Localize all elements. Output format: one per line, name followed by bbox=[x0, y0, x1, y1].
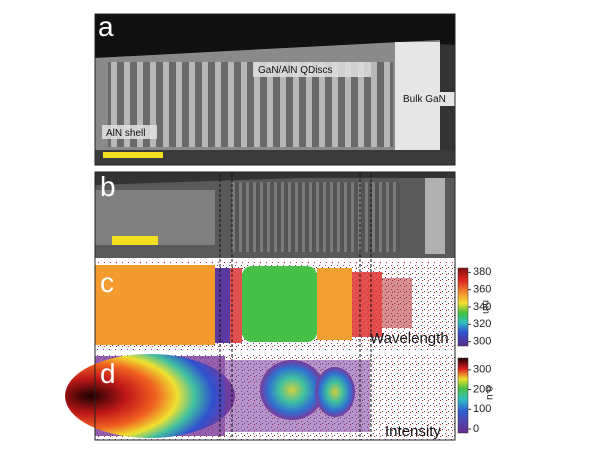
panel-a: a GaN/AlN QDiscs Bulk GaN AlN shell bbox=[95, 11, 455, 165]
panel-d: d Intensity a.u bbox=[65, 353, 495, 440]
map-title: Wavelength bbox=[370, 330, 449, 347]
annotation: GaN/AlN QDiscs bbox=[258, 65, 332, 76]
colorbar-tick-label: 200 bbox=[473, 383, 491, 395]
panel-label: c bbox=[100, 267, 114, 298]
panel-label: d bbox=[100, 358, 116, 389]
colorbar-unit: a.u bbox=[484, 386, 495, 400]
map-title: Intensity bbox=[385, 423, 441, 440]
colorbar bbox=[457, 357, 469, 434]
colorbar-tick-label: 300 bbox=[473, 364, 491, 376]
panel-label: a bbox=[98, 11, 114, 42]
colorbar-tick-label: 360 bbox=[473, 284, 491, 296]
colorbar-tick-label: 320 bbox=[473, 318, 491, 330]
colorbar-tick-label: 380 bbox=[473, 266, 491, 278]
colorbar-unit: nm bbox=[480, 300, 491, 314]
panel-b: b bbox=[95, 171, 455, 258]
panel-label: b bbox=[100, 171, 116, 202]
colorbar-tick-label: 100 bbox=[473, 403, 491, 415]
annotation: AlN shell bbox=[106, 128, 145, 139]
panel-c: c Wavelength nm bbox=[95, 262, 491, 350]
scale-bar bbox=[103, 152, 163, 158]
annotation: Bulk GaN bbox=[403, 94, 446, 105]
scale-bar bbox=[112, 236, 158, 245]
colorbar-tick-label: 0 bbox=[473, 423, 479, 435]
colorbar-tick-label: 300 bbox=[473, 336, 491, 348]
colorbar bbox=[457, 267, 469, 347]
dashed-guides bbox=[219, 174, 372, 440]
colorbar-tick-label: 340 bbox=[473, 301, 491, 313]
